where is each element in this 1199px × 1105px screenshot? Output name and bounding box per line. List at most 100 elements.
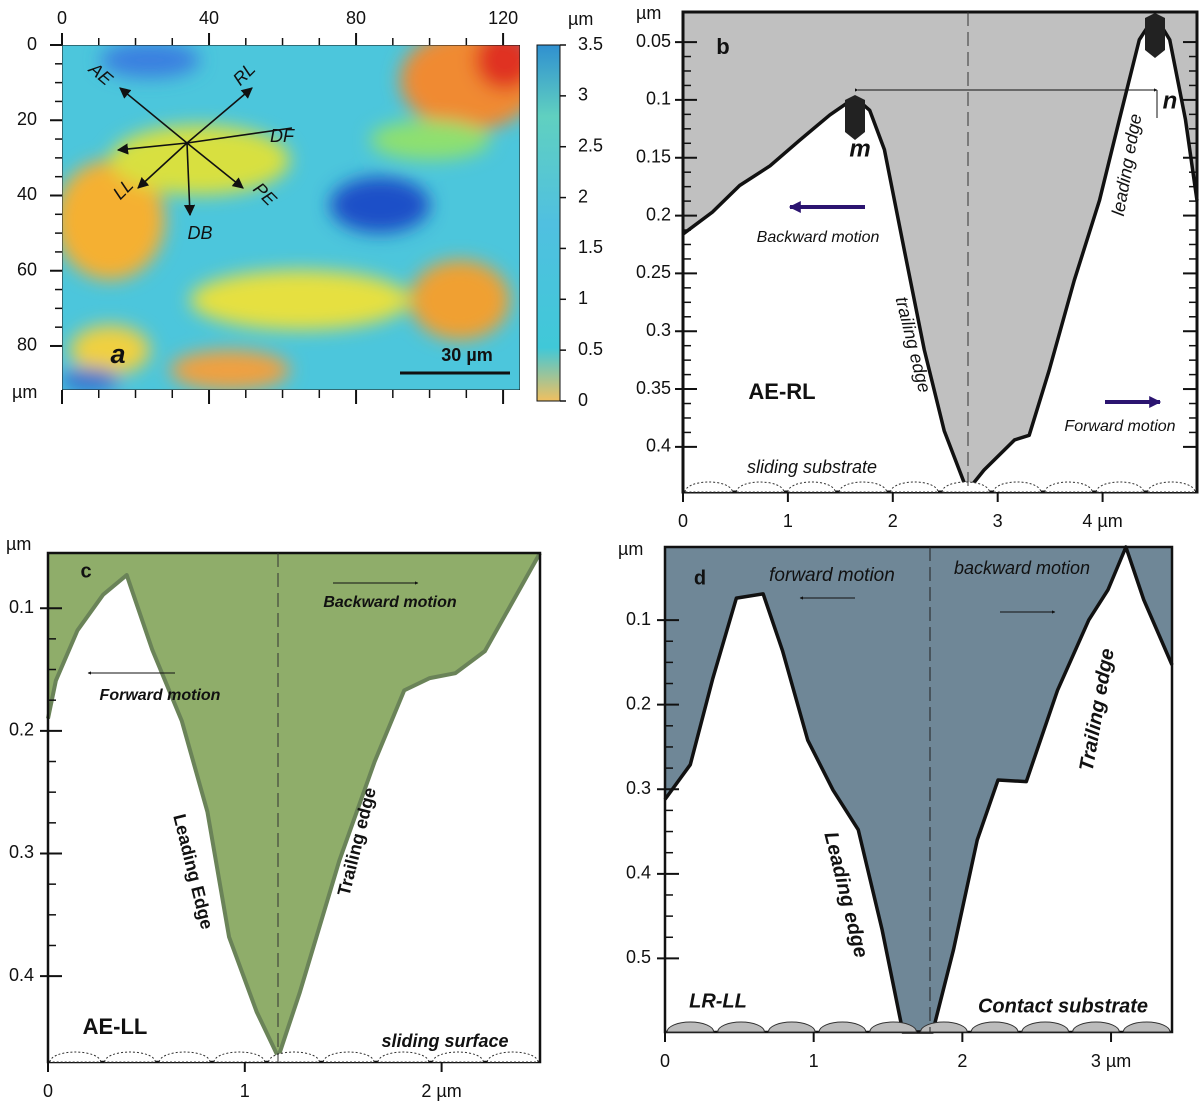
y-tick-label: 20	[17, 109, 37, 129]
substrate-grain	[666, 1021, 715, 1033]
grain-fill	[683, 12, 1197, 491]
y-tick-label: 40	[17, 184, 37, 204]
grain-fill	[48, 553, 540, 1058]
substrate-grain	[735, 481, 785, 493]
y-tick-label: 0.4	[626, 863, 651, 883]
x-tick-label: 1	[240, 1081, 250, 1101]
x-tick-label: 2	[888, 511, 898, 531]
colorbar	[536, 44, 561, 402]
marker-m	[845, 95, 865, 140]
substrate-grain	[890, 481, 939, 493]
substrate-grain	[49, 1051, 102, 1063]
heatmap	[62, 45, 520, 390]
substrate-grain	[1021, 1021, 1070, 1033]
panel-label: a	[110, 339, 125, 369]
motion-label: forward motion	[769, 565, 895, 586]
y-tick-label: 0.4	[646, 436, 671, 456]
marker-n	[1145, 13, 1165, 58]
panel-label: c	[80, 560, 91, 582]
x-tick-label: 80	[346, 8, 366, 28]
substrate-label: Contact substrate	[978, 995, 1148, 1017]
substrate-grain	[158, 1051, 211, 1063]
grain-fill	[665, 547, 1172, 1032]
y-tick-label: 0.2	[646, 204, 671, 224]
y-tick-label: 0.1	[626, 609, 651, 629]
x-tick-label: 120	[488, 8, 518, 28]
colorbar-tick-label: 0	[578, 390, 588, 410]
motion-label: backward motion	[954, 558, 1090, 578]
y-tick-label: 0.2	[626, 693, 651, 713]
substrate-grain	[1095, 481, 1145, 493]
y-unit: µm	[12, 382, 37, 402]
colorbar-tick-label: 2.5	[578, 135, 603, 155]
y-tick-label: 0	[27, 34, 37, 54]
substrate-grain	[322, 1051, 375, 1063]
substrate-label: sliding surface	[381, 1031, 508, 1051]
substrate-grain	[869, 1021, 918, 1033]
profile-label: AE-RL	[748, 379, 815, 404]
colorbar-tick-label: 1.5	[578, 237, 603, 257]
y-unit: µm	[618, 539, 643, 559]
substrate-grain	[818, 1021, 867, 1033]
scale-bar-label: 30 µm	[441, 345, 492, 365]
substrate-grain	[838, 481, 888, 493]
substrate-grain	[1044, 481, 1093, 493]
substrate-grain	[1122, 1021, 1171, 1033]
substrate-grain	[1147, 481, 1196, 493]
y-tick-label: 0.3	[646, 320, 671, 340]
y-tick-label: 0.4	[9, 965, 34, 985]
direction-label: DF	[270, 126, 295, 146]
x-tick-label: 1	[783, 511, 793, 531]
y-tick-label: 60	[17, 259, 37, 279]
y-tick-label: 80	[17, 335, 37, 355]
substrate-grain	[919, 1021, 968, 1033]
substrate-grain	[486, 1051, 539, 1063]
y-tick-label: 0.2	[9, 720, 34, 740]
colorbar-tick-label: 3.5	[578, 34, 603, 54]
panel-label: b	[716, 34, 729, 59]
substrate-grain	[377, 1051, 430, 1063]
colorbar-tick-label: 1	[578, 288, 588, 308]
direction-arrows	[116, 87, 293, 217]
substrate-label: sliding substrate	[747, 457, 877, 477]
x-tick-label: 4 µm	[1082, 511, 1122, 531]
point-label: m	[849, 135, 870, 162]
x-tick-label: 0	[57, 8, 67, 28]
y-tick-label: 0.3	[626, 778, 651, 798]
panel-label: d	[694, 567, 706, 589]
profiles	[46, 10, 1199, 1064]
x-tick-label: 2	[957, 1051, 967, 1071]
profile-label: LR-LL	[689, 990, 747, 1012]
colorbar-tick-label: 0.5	[578, 339, 603, 359]
x-tick-label: 3	[993, 511, 1003, 531]
y-tick-label: 0.15	[636, 146, 671, 166]
substrate-grain	[717, 1021, 765, 1033]
motion-label: Forward motion	[1064, 418, 1175, 435]
substrate-grain	[213, 1051, 266, 1063]
x-unit: µm	[568, 9, 593, 29]
substrate-grain	[970, 1021, 1019, 1033]
x-tick-label: 0	[678, 511, 688, 531]
substrate-grain	[767, 1021, 816, 1033]
colorbar-tick-label: 2	[578, 186, 588, 206]
y-tick-label: 0.5	[626, 947, 651, 967]
substrate-grain	[684, 481, 733, 493]
y-tick-label: 0.1	[9, 597, 34, 617]
y-unit: µm	[636, 3, 661, 23]
y-tick-label: 0.35	[636, 378, 671, 398]
y-unit: µm	[6, 534, 31, 554]
substrate-grain	[1072, 1021, 1120, 1033]
motion-label: Backward motion	[323, 594, 457, 611]
profile-line	[46, 552, 542, 1060]
x-tick-label: 3 µm	[1091, 1051, 1131, 1071]
x-tick-label: 0	[43, 1081, 53, 1101]
x-tick-label: 1	[809, 1051, 819, 1071]
frame	[681, 10, 1199, 494]
motion-label: Backward motion	[757, 229, 880, 246]
point-label: n	[1163, 87, 1178, 114]
profile-label: AE-LL	[83, 1014, 148, 1039]
x-tick-label: 0	[660, 1051, 670, 1071]
colorbar-tick-label: 3	[578, 85, 588, 105]
y-tick-label: 0.05	[636, 31, 671, 51]
